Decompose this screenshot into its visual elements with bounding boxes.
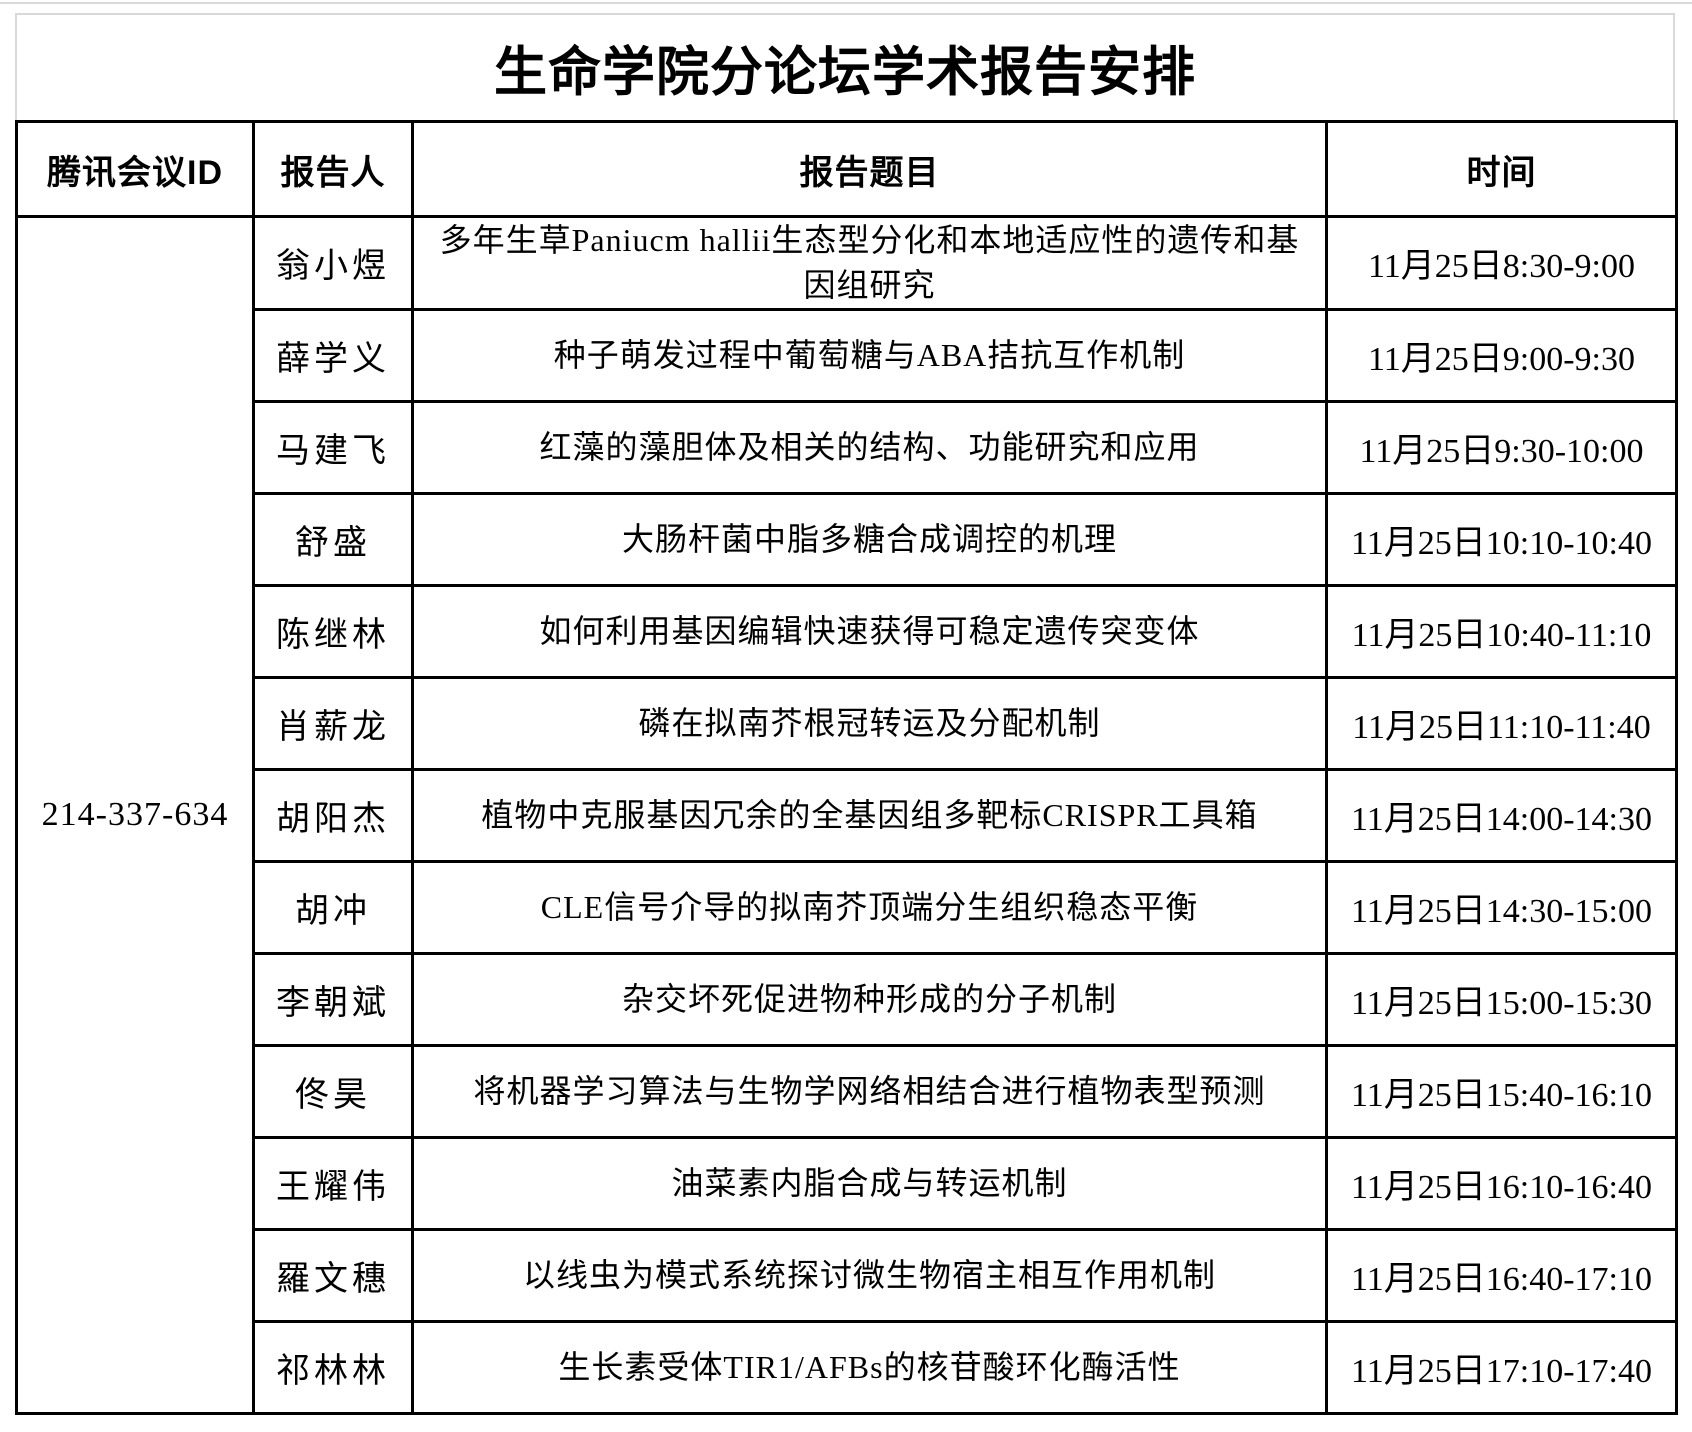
topic-cell: 种子萌发过程中葡萄糖与ABA拮抗互作机制 — [411, 307, 1328, 403]
time-cell: 11月25日9:00-9:30 — [1325, 307, 1678, 403]
time-cell: 11月25日8:30-9:00 — [1325, 215, 1678, 311]
time-cell: 11月25日9:30-10:00 — [1325, 399, 1678, 495]
time-cell: 11月25日16:40-17:10 — [1325, 1227, 1678, 1323]
topic-cell: 油菜素内脂合成与转运机制 — [411, 1135, 1328, 1231]
time-cell: 11月25日15:00-15:30 — [1325, 951, 1678, 1047]
title-box: 生命学院分论坛学术报告安排 — [15, 13, 1675, 120]
topic-cell: 以线虫为模式系统探讨微生物宿主相互作用机制 — [411, 1227, 1328, 1323]
table-row: 佟昊 将机器学习算法与生物学网络相结合进行植物表型预测 11月25日15:40-16… — [17, 1043, 1678, 1139]
speaker-cell: 舒盛 — [252, 491, 414, 587]
top-gridline — [0, 2, 1692, 4]
meeting-id-cell: 214-337-634 — [15, 215, 255, 1415]
table-row: 舒盛 大肠杆菌中脂多糖合成调控的机理 11月25日10:10-10:40 — [17, 491, 1678, 587]
topic-cell: 生长素受体TIR1/AFBs的核苷酸环化酶活性 — [411, 1319, 1328, 1415]
header-topic: 报告题目 — [411, 120, 1328, 218]
speaker-cell: 马建飞 — [252, 399, 414, 495]
topic-cell: 杂交坏死促进物种形成的分子机制 — [411, 951, 1328, 1047]
topic-cell: 红藻的藻胆体及相关的结构、功能研究和应用 — [411, 399, 1328, 495]
time-cell: 11月25日10:10-10:40 — [1325, 491, 1678, 587]
table-row: 陈继林 如何利用基因编辑快速获得可稳定遗传突变体 11月25日10:40-11:10 — [17, 583, 1678, 679]
time-cell: 11月25日17:10-17:40 — [1325, 1319, 1678, 1415]
speaker-cell: 翁小煜 — [252, 215, 414, 311]
table-row: 王耀伟 油菜素内脂合成与转运机制 11月25日16:10-16:40 — [17, 1135, 1678, 1231]
topic-cell: 如何利用基因编辑快速获得可稳定遗传突变体 — [411, 583, 1328, 679]
topic-cell: CLE信号介导的拟南芥顶端分生组织稳态平衡 — [411, 859, 1328, 955]
table-row: 胡阳杰 植物中克服基因冗余的全基因组多靶标CRISPR工具箱 11月25日14:00… — [17, 767, 1678, 863]
schedule-table: 腾讯会议ID 报告人 报告题目 时间 214-337-634 翁小煜 多年生草Pan… — [15, 120, 1678, 1415]
header-speaker: 报告人 — [252, 120, 414, 218]
table-row: 祁林林 生长素受体TIR1/AFBs的核苷酸环化酶活性 11月25日17:10-17… — [17, 1319, 1678, 1415]
time-cell: 11月25日14:00-14:30 — [1325, 767, 1678, 863]
header-time: 时间 — [1325, 120, 1678, 218]
topic-cell: 将机器学习算法与生物学网络相结合进行植物表型预测 — [411, 1043, 1328, 1139]
speaker-cell: 胡冲 — [252, 859, 414, 955]
topic-cell: 多年生草Paniucm hallii生态型分化和本地适应性的遗传和基因组研究 — [411, 215, 1328, 311]
table-row: 胡冲 CLE信号介导的拟南芥顶端分生组织稳态平衡 11月25日14:30-15:00 — [17, 859, 1678, 955]
time-cell: 11月25日10:40-11:10 — [1325, 583, 1678, 679]
speaker-cell: 肖薪龙 — [252, 675, 414, 771]
speaker-cell: 李朝斌 — [252, 951, 414, 1047]
header-meeting-id: 腾讯会议ID — [15, 120, 255, 218]
time-cell: 11月25日16:10-16:40 — [1325, 1135, 1678, 1231]
time-cell: 11月25日15:40-16:10 — [1325, 1043, 1678, 1139]
speaker-cell: 王耀伟 — [252, 1135, 414, 1231]
page-title: 生命学院分论坛学术报告安排 — [494, 43, 1196, 102]
time-cell: 11月25日11:10-11:40 — [1325, 675, 1678, 771]
table-row: 羅文穗 以线虫为模式系统探讨微生物宿主相互作用机制 11月25日16:40-17:1… — [17, 1227, 1678, 1323]
header-row: 腾讯会议ID 报告人 报告题目 时间 — [15, 120, 1678, 218]
table-row: 马建飞 红藻的藻胆体及相关的结构、功能研究和应用 11月25日9:30-10:00 — [17, 399, 1678, 495]
table-row: 李朝斌 杂交坏死促进物种形成的分子机制 11月25日15:00-15:30 — [17, 951, 1678, 1047]
topic-cell: 植物中克服基因冗余的全基因组多靶标CRISPR工具箱 — [411, 767, 1328, 863]
speaker-cell: 胡阳杰 — [252, 767, 414, 863]
speaker-cell: 羅文穗 — [252, 1227, 414, 1323]
speaker-cell: 祁林林 — [252, 1319, 414, 1415]
speaker-cell: 佟昊 — [252, 1043, 414, 1139]
table-row: 肖薪龙 磷在拟南芥根冠转运及分配机制 11月25日11:10-11:40 — [17, 675, 1678, 771]
topic-cell: 大肠杆菌中脂多糖合成调控的机理 — [411, 491, 1328, 587]
speaker-cell: 陈继林 — [252, 583, 414, 679]
topic-cell: 磷在拟南芥根冠转运及分配机制 — [411, 675, 1328, 771]
table-row: 214-337-634 翁小煜 多年生草Paniucm hallii生态型分化和本地… — [15, 215, 1678, 1415]
speaker-cell: 薛学义 — [252, 307, 414, 403]
time-cell: 11月25日14:30-15:00 — [1325, 859, 1678, 955]
table-row: 薛学义 种子萌发过程中葡萄糖与ABA拮抗互作机制 11月25日9:00-9:30 — [17, 307, 1678, 403]
